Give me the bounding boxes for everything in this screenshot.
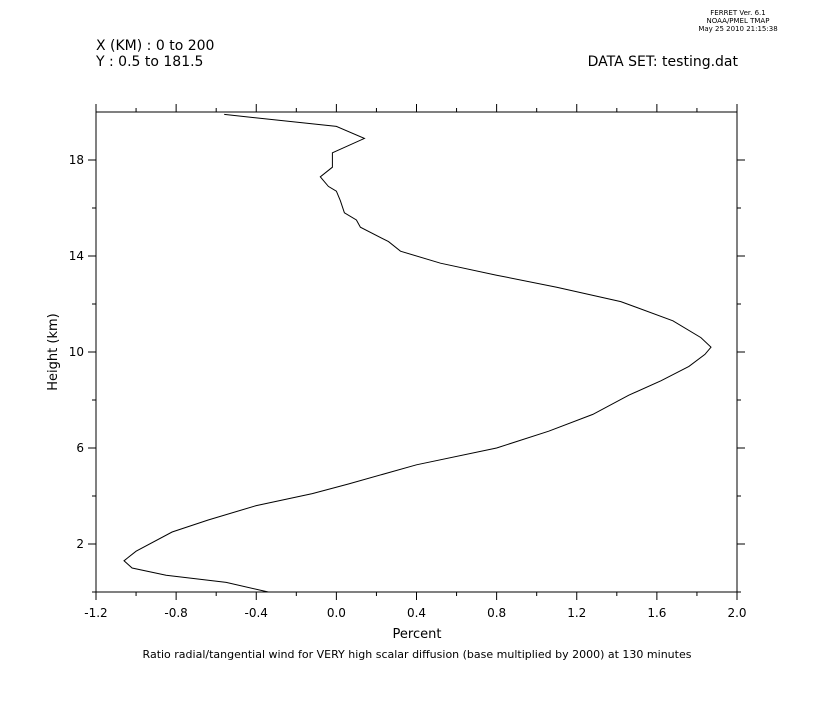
version-line-2: NOAA/PMEL TMAP — [707, 17, 770, 25]
x-axis-ticks — [95, 104, 738, 600]
series-line — [123, 113, 712, 593]
y-range-label: Y : 0.5 to 181.5 — [95, 54, 203, 70]
y-tick-label: 14 — [69, 249, 84, 263]
version-line-3: May 25 2010 21:15:38 — [698, 25, 777, 33]
y-tick-label: 6 — [76, 441, 84, 455]
x-tick-label: 1.6 — [647, 606, 666, 620]
y-tick-label: 18 — [69, 153, 84, 167]
x-axis-title: Percent — [393, 627, 442, 642]
x-range-label: X (KM) : 0 to 200 — [96, 38, 214, 54]
plot-frame — [95, 111, 738, 593]
x-tick-label: 1.2 — [567, 606, 586, 620]
x-tick-label: 0.8 — [487, 606, 506, 620]
x-tick-label: 0.4 — [407, 606, 426, 620]
y-tick-label: 10 — [69, 345, 84, 359]
x-tick-label: 2.0 — [727, 606, 746, 620]
y-tick-label: 2 — [76, 537, 84, 551]
y-axis-title: Height (km) — [46, 313, 61, 390]
x-tick-label: -0.8 — [164, 606, 187, 620]
x-tick-label: -1.2 — [84, 606, 107, 620]
chart-caption: Ratio radial/tangential wind for VERY hi… — [143, 648, 692, 661]
y-axis-tick-labels: 2 6 10 14 18 — [69, 153, 84, 551]
x-tick-label: -0.4 — [245, 606, 268, 620]
dataset-label: DATA SET: testing.dat — [588, 54, 739, 70]
version-line-1: FERRET Ver. 6.1 — [710, 9, 765, 17]
x-axis-tick-labels: -1.2 -0.8 -0.4 0.0 0.4 0.8 1.2 1.6 2.0 — [84, 606, 746, 620]
y-axis-ticks — [88, 159, 745, 593]
x-tick-label: 0.0 — [327, 606, 346, 620]
